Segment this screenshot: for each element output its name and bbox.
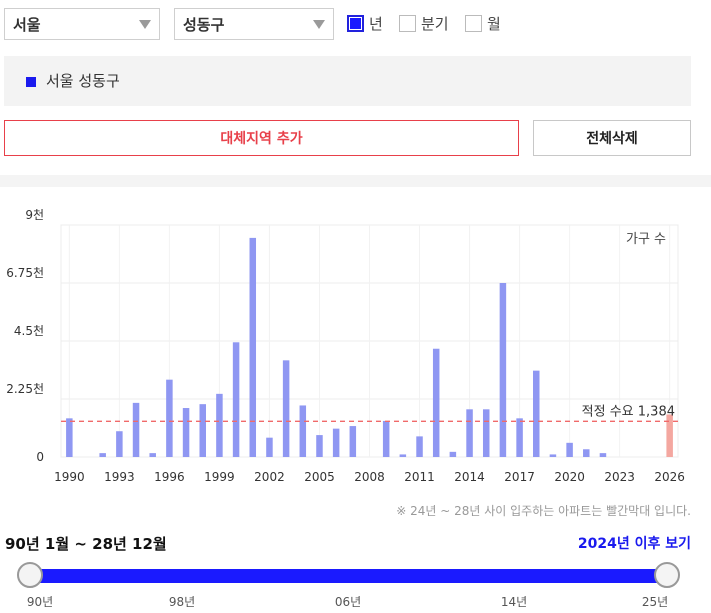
y-tick-label: 9천 (25, 207, 44, 222)
bar-2010 (399, 454, 407, 457)
bar-1999 (216, 393, 223, 457)
supply-bar-chart: 0 2.25천 4.5천 6.75천 9천 1990 1993 1996 1999 2002 200… (6, 207, 685, 484)
x-tick-label: 1990 (54, 470, 85, 484)
bar-2022 (599, 453, 607, 457)
future-supply-note: ※ 24년 ~ 28년 사이 입주하는 아파트는 빨간막대 입니다. (396, 504, 691, 518)
chevron-down-icon (313, 20, 325, 29)
period-quarter-label: 분기 (421, 15, 449, 33)
y-tick-label: 0 (36, 450, 44, 464)
x-tick-label: 2020 (554, 470, 585, 484)
reference-label: 적정 수요 1,384 (582, 404, 675, 419)
delete-all-label: 전체삭제 (586, 131, 638, 147)
range-label: 90년 1월 ~ 28년 12월 (5, 535, 167, 553)
range-tick-label: 06년 (334, 595, 362, 609)
x-tick-label: 2002 (254, 470, 285, 484)
range-slider-track[interactable] (30, 569, 667, 583)
period-quarter-checkbox[interactable]: 분기 (399, 13, 449, 34)
region-select-value: 서울 (13, 15, 41, 34)
bar-2020 (566, 442, 573, 457)
range-tick-label: 14년 (500, 595, 528, 609)
checkbox-checked-icon[interactable] (347, 15, 364, 32)
bar-2015 (482, 409, 490, 457)
bar-1992 (99, 453, 106, 457)
bar-2016 (499, 283, 507, 457)
x-tick-label: 1996 (154, 470, 185, 484)
bar-2009 (382, 420, 390, 457)
delete-all-button[interactable]: 전체삭제 (533, 120, 691, 156)
checkbox-unchecked-icon[interactable] (399, 15, 416, 32)
bar-2003 (282, 360, 290, 457)
region-select[interactable]: 서울 (4, 8, 160, 40)
unit-label: 가구 수 (626, 232, 666, 247)
range-tick-label: 90년 (26, 595, 54, 609)
bar-2004 (299, 405, 307, 457)
range-tick-label: 25년 (641, 595, 669, 609)
bar-2000 (232, 342, 240, 457)
bar-2017 (516, 418, 523, 457)
bar-1990 (66, 418, 73, 457)
bar-2007 (349, 426, 357, 457)
after-2024-link[interactable]: 2024년 이후 보기 (577, 536, 691, 552)
bar-2026 (666, 414, 673, 457)
y-tick-label: 4.5천 (14, 323, 44, 338)
bar-1996 (166, 379, 173, 457)
bar-2019 (549, 454, 557, 457)
bar-2011 (416, 436, 423, 457)
range-end-handle[interactable] (654, 562, 680, 588)
y-tick-label: 6.75천 (6, 265, 44, 280)
period-month-checkbox[interactable]: 월 (465, 13, 501, 34)
x-tick-label: 2005 (304, 470, 335, 484)
period-year-label: 년 (369, 15, 383, 33)
chevron-down-icon (139, 20, 151, 29)
x-tick-label: 2014 (454, 470, 485, 484)
x-tick-label: 2023 (604, 470, 635, 484)
district-select-value: 성동구 (183, 15, 225, 34)
bar-1997 (182, 408, 190, 457)
bar-1995 (149, 453, 156, 457)
period-month-label: 월 (487, 15, 501, 33)
range-tick-label: 98년 (168, 595, 196, 609)
legend-label: 서울 성동구 (46, 72, 120, 90)
x-tick-label: 1999 (204, 470, 235, 484)
x-tick-label: 2017 (504, 470, 535, 484)
bar-2005 (316, 435, 323, 457)
x-tick-label: 2011 (404, 470, 435, 484)
x-tick-label: 2026 (654, 470, 685, 484)
bar-2013 (449, 451, 457, 457)
bar-1998 (199, 404, 206, 457)
x-tick-label: 2008 (354, 470, 385, 484)
range-start-handle[interactable] (17, 562, 43, 588)
bar-2006 (332, 428, 340, 457)
x-tick-label: 1993 (104, 470, 135, 484)
section-divider (0, 175, 711, 187)
bar-1993 (116, 431, 123, 457)
checkbox-unchecked-icon[interactable] (465, 15, 482, 32)
bar-2018 (533, 370, 540, 457)
y-tick-label: 2.25천 (6, 381, 44, 396)
bar-2014 (466, 409, 473, 457)
district-select[interactable]: 성동구 (174, 8, 334, 40)
period-year-checkbox[interactable]: 년 (347, 13, 383, 34)
add-region-button[interactable]: 대체지역 추가 (4, 120, 519, 156)
legend-swatch (26, 77, 36, 87)
bar-1994 (132, 402, 140, 457)
bar-2012 (432, 348, 440, 457)
bar-2021 (583, 449, 590, 457)
bar-2001 (249, 237, 257, 457)
legend-panel: 서울 성동구 (4, 56, 691, 106)
bar-2002 (266, 437, 273, 457)
add-region-label: 대체지역 추가 (220, 131, 303, 147)
